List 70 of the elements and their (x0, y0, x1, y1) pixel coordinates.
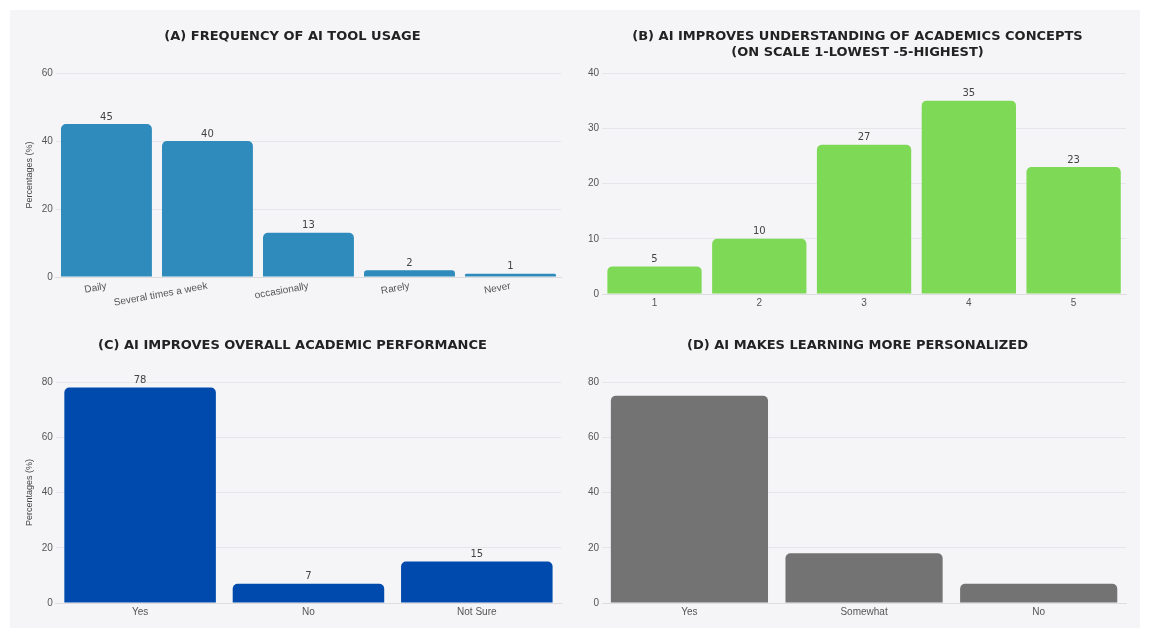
x-tick-label: No (1032, 605, 1046, 617)
x-tick-label: 3 (861, 296, 868, 308)
data-label: 40 (201, 127, 214, 139)
x-tick-label: Never (483, 279, 512, 296)
bar (785, 553, 943, 603)
y-tick-label: 0 (593, 596, 600, 608)
y-tick-label: 40 (41, 134, 54, 146)
y-tick-label: 40 (41, 486, 54, 498)
y-tick-label: 0 (47, 270, 54, 282)
x-tick-label: Several times a week (112, 279, 210, 308)
bar (401, 561, 553, 603)
bar (1026, 166, 1121, 294)
data-label: 2 (406, 256, 413, 268)
data-label: 15 (470, 548, 484, 560)
x-tick-label: No (302, 605, 316, 617)
data-label: 13 (302, 219, 315, 231)
data-label: 78 (133, 374, 147, 386)
data-label: 27 (857, 131, 871, 143)
data-label: 10 (752, 225, 766, 237)
y-tick-label: 60 (588, 431, 600, 442)
x-tick-label: Not Sure (457, 605, 497, 617)
chart-title: (A) FREQUENCY OF AI TOOL USAGE (163, 28, 422, 45)
bar (465, 273, 556, 277)
bar (60, 124, 152, 277)
y-tick-label: 80 (41, 375, 54, 387)
bar (607, 266, 702, 294)
x-tick-label: 4 (966, 296, 973, 308)
y-tick-label: 20 (588, 177, 600, 189)
y-axis-title: Percentages (%) (23, 458, 34, 527)
bar (64, 387, 216, 603)
bar (364, 270, 455, 277)
x-tick-label: Somewhat (840, 605, 888, 617)
data-label: 35 (962, 87, 976, 99)
data-label: 7 (305, 570, 312, 582)
y-tick-label: 60 (41, 66, 54, 78)
chart-title: (B) AI IMPROVES UNDERSTANDING OF ACADEMICS CONCEPTS (ON SCALE 1-LOWEST -5-HIGHEST) (631, 28, 1084, 61)
data-label: 1 (507, 260, 514, 272)
data-label: 5 (651, 252, 658, 264)
bar (232, 583, 385, 603)
x-tick-label: Rarely (379, 279, 411, 296)
y-axis-title: Percentages (%) (23, 141, 34, 209)
bar (263, 232, 354, 277)
y-tick-label: 60 (41, 431, 54, 442)
bar (610, 395, 769, 603)
y-tick-label: 20 (41, 541, 54, 553)
y-tick-label: 80 (588, 375, 600, 387)
data-label: 45 (100, 110, 113, 122)
y-tick-label: 30 (588, 122, 600, 133)
x-tick-label: Yes (681, 605, 698, 617)
x-tick-label: 1 (651, 296, 658, 308)
y-tick-label: 10 (588, 232, 600, 244)
y-tick-label: 20 (588, 541, 600, 553)
x-tick-label: occasionally (253, 279, 310, 301)
x-tick-label: 2 (756, 296, 763, 308)
bar (161, 141, 253, 277)
bar (816, 144, 912, 294)
x-tick-label: Yes (131, 605, 149, 617)
data-label: 23 (1067, 153, 1080, 165)
chart-title: (C) AI IMPROVES OVERALL ACADEMIC PERFORMANCE (97, 337, 488, 354)
y-tick-label: 0 (593, 287, 600, 299)
bar (921, 100, 1016, 294)
y-tick-label: 40 (588, 486, 600, 498)
chart-title: (D) AI MAKES LEARNING MORE PERSONALIZED (686, 337, 1029, 354)
x-tick-label: 5 (1070, 296, 1077, 308)
bar (712, 238, 807, 294)
y-tick-label: 0 (47, 596, 54, 608)
y-tick-label: 40 (588, 66, 600, 78)
y-tick-label: 20 (41, 202, 54, 214)
bar (960, 583, 1118, 603)
x-tick-label: Daily (83, 279, 108, 295)
